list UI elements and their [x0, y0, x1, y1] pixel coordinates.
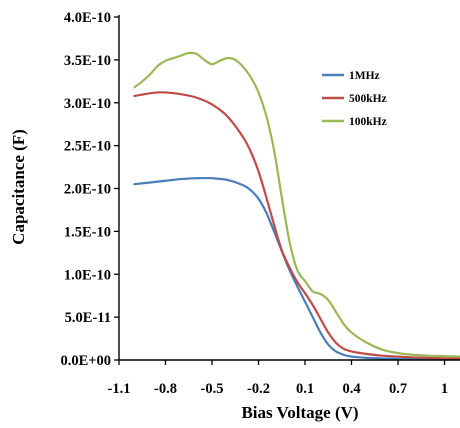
y-tick-label: 1.5E-10: [64, 224, 111, 240]
x-tick-label: -0.2: [247, 381, 270, 397]
axes: 0.0E+00 5.0E-11 1.0E-10 1.5E-10 2.0E-10 2.5E-…: [60, 10, 460, 397]
y-tick-label: 3.0E-10: [64, 96, 111, 112]
legend-label-100khz: 100kHz: [349, 116, 387, 128]
y-tick-label: 0.0E+00: [60, 353, 111, 369]
y-tick-label: 2.5E-10: [64, 139, 111, 155]
legend: 1MHz 500kHz 100kHz: [322, 70, 387, 128]
x-tick-label: -0.5: [201, 381, 224, 397]
x-tick-label: 0.7: [389, 381, 407, 397]
series-line-100khz: [133, 51, 460, 358]
x-tick-label: 1: [441, 381, 448, 397]
x-axis-title: Bias Voltage (V): [241, 403, 358, 422]
x-tick-label: -1.1: [108, 381, 131, 397]
y-tick-label: 5.0E-11: [65, 310, 111, 326]
y-tick-label: 1.0E-10: [64, 267, 111, 283]
plot-area: [133, 51, 460, 361]
x-tick-label: 0.1: [296, 381, 314, 397]
y-tick-label: 3.5E-10: [64, 53, 111, 69]
y-axis-title: Capacitance (F): [9, 129, 28, 245]
y-tick-label: 4.0E-10: [64, 10, 111, 26]
x-tick-label: 0.4: [342, 381, 360, 397]
series-line-1mhz: [133, 176, 460, 361]
legend-label-500khz: 500kHz: [349, 93, 387, 105]
legend-label-1mhz: 1MHz: [349, 70, 380, 82]
series-line-500khz: [133, 91, 460, 360]
x-tick-label: -0.8: [154, 381, 177, 397]
y-tick-label: 2.0E-10: [64, 182, 111, 198]
